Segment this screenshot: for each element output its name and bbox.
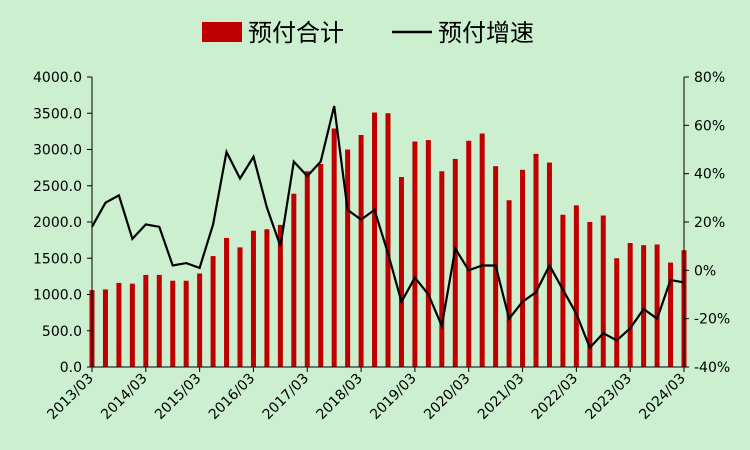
y-right-tick-label: 20% <box>694 215 725 231</box>
bar-mark <box>506 200 512 367</box>
bar-mark <box>277 224 283 367</box>
bar-mark <box>345 149 351 367</box>
growth-line <box>91 105 685 350</box>
bar-mark <box>291 193 297 367</box>
bar-mark <box>304 171 310 367</box>
y-right-tick-label: 0% <box>694 263 716 279</box>
bar-mark <box>224 237 230 367</box>
y-right-tick-label: 60% <box>694 118 725 134</box>
x-tick-label: 2023/03 <box>583 371 635 423</box>
bar-mark <box>466 140 472 367</box>
x-tick-label: 2022/03 <box>529 371 581 423</box>
bar-mark <box>614 258 620 367</box>
bar-mark <box>170 280 176 367</box>
bar-mark <box>439 171 445 367</box>
bar-mark <box>250 230 256 367</box>
y-left-tick-label: 1000.0 <box>33 288 82 304</box>
x-tick-label: 2014/03 <box>98 371 150 423</box>
bar-mark <box>668 262 674 367</box>
bar-mark <box>479 133 485 367</box>
bar-mark <box>183 280 189 367</box>
bar-mark <box>210 256 216 367</box>
bar-mark <box>156 274 162 367</box>
y-left-tick-label: 3000.0 <box>33 143 82 159</box>
legend: 预付合计 预付增速 <box>202 19 534 47</box>
bar-mark <box>331 128 337 367</box>
bar-mark <box>412 141 418 367</box>
bar-mark <box>143 274 149 367</box>
y-right-tick-label: 40% <box>694 167 725 183</box>
bar-mark <box>533 153 539 367</box>
y-left-tick-label: 3500.0 <box>33 106 82 122</box>
x-tick-label: 2013/03 <box>44 371 96 423</box>
bar-mark <box>197 273 203 367</box>
bar-mark <box>587 222 593 367</box>
bar-mark <box>129 283 135 367</box>
x-tick-label: 2024/03 <box>636 371 688 423</box>
bar-mark <box>237 247 243 367</box>
legend-label-line: 预付增速 <box>438 19 534 47</box>
bar-mark <box>398 177 404 367</box>
y-left-tick-label: 4000.0 <box>33 70 82 86</box>
bar-mark <box>573 205 579 367</box>
plot-area: 0.0 500.0 1000.0 1500.0 2000.0 2500.0 3000.0 35… <box>33 70 730 423</box>
bar-mark <box>318 164 324 367</box>
y-left-tick-label: 1500.0 <box>33 251 82 267</box>
y-left-tick-label: 2500.0 <box>33 179 82 195</box>
bar-mark <box>385 113 391 367</box>
x-tick-label: 2020/03 <box>421 371 473 423</box>
bar-mark <box>520 169 526 367</box>
y-right-tick-label: -40% <box>694 360 730 376</box>
x-tick-label: 2015/03 <box>152 371 204 423</box>
y-left-tick-label: 2000.0 <box>33 215 82 231</box>
bar-mark <box>358 135 364 367</box>
bar-mark <box>452 158 458 367</box>
bar-mark <box>264 229 270 367</box>
y-right-tick-label: 80% <box>694 70 725 86</box>
bar-mark <box>372 112 378 368</box>
x-tick-label: 2017/03 <box>260 371 312 423</box>
x-tick-label: 2019/03 <box>367 371 419 423</box>
x-tick-label: 2016/03 <box>206 371 258 423</box>
bar-mark <box>102 289 108 367</box>
legend-label-bars: 预付合计 <box>248 19 344 47</box>
legend-swatch-bars <box>202 22 242 42</box>
y-left-tick-label: 0.0 <box>60 360 82 376</box>
bar-mark <box>627 243 633 367</box>
bar-mark <box>600 215 606 367</box>
x-tick-label: 2021/03 <box>475 371 527 423</box>
bar-mark <box>641 245 647 367</box>
bar-mark <box>654 244 660 367</box>
y-right-tick-label: -20% <box>694 312 730 328</box>
y-left-tick-label: 500.0 <box>42 324 82 340</box>
bar-mark <box>116 282 122 367</box>
x-tick-label: 2018/03 <box>313 371 365 423</box>
bar-mark <box>425 140 431 367</box>
